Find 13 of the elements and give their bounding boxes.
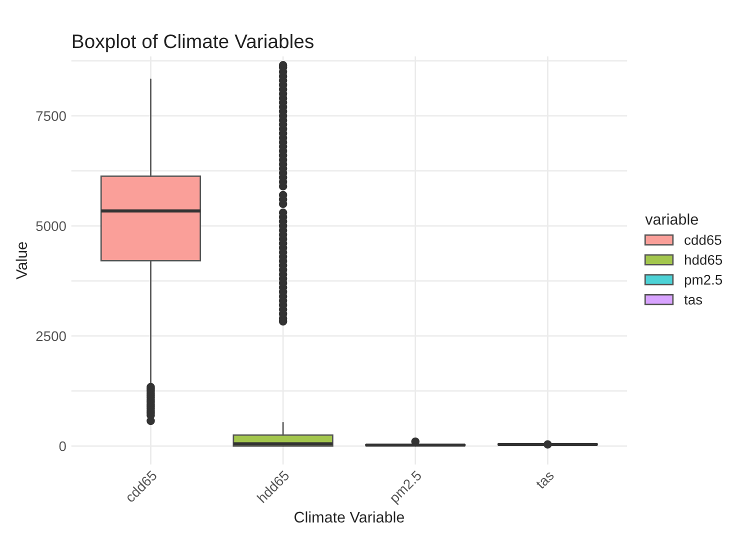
legend-label: cdd65 bbox=[684, 234, 722, 245]
legend-title: variable bbox=[645, 214, 698, 225]
legend-label: tas bbox=[684, 295, 702, 305]
y-tick-label: 0 bbox=[59, 441, 66, 452]
y-tick-label: 7500 bbox=[36, 111, 66, 121]
y-tick-label: 5000 bbox=[36, 221, 66, 232]
y-axis-title: Value bbox=[16, 242, 28, 280]
chart-title: Boxplot of Climate Variables bbox=[72, 34, 314, 52]
x-axis-title: Climate Variable bbox=[294, 511, 404, 523]
y-tick-label: 2500 bbox=[36, 331, 66, 342]
legend-label: pm2.5 bbox=[684, 274, 722, 288]
legend-label: hdd65 bbox=[684, 254, 722, 265]
x-tick-label: tas bbox=[536, 470, 555, 490]
